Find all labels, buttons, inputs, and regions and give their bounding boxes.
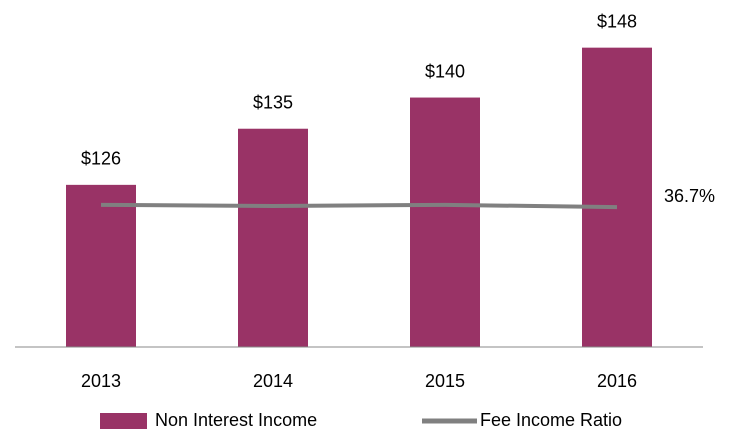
bar	[66, 184, 136, 347]
data-label: $135	[253, 92, 293, 112]
legend-label: Non Interest Income	[155, 410, 317, 430]
bar	[582, 47, 652, 348]
line	[100, 202, 618, 210]
bar	[238, 128, 308, 347]
data-label: $148	[597, 11, 637, 31]
x-tick-label: 2013	[81, 371, 121, 391]
data-label: $140	[425, 61, 465, 81]
x-tick-label: 2016	[597, 371, 637, 391]
x-tick-label: 2014	[253, 371, 293, 391]
legend-label: Fee Income Ratio	[480, 410, 622, 430]
bar	[410, 97, 480, 347]
x-tick-label: 2015	[425, 371, 465, 391]
data-label: $126	[81, 149, 121, 169]
legend-swatch	[100, 413, 147, 429]
data-label: 36.7%	[664, 186, 715, 206]
